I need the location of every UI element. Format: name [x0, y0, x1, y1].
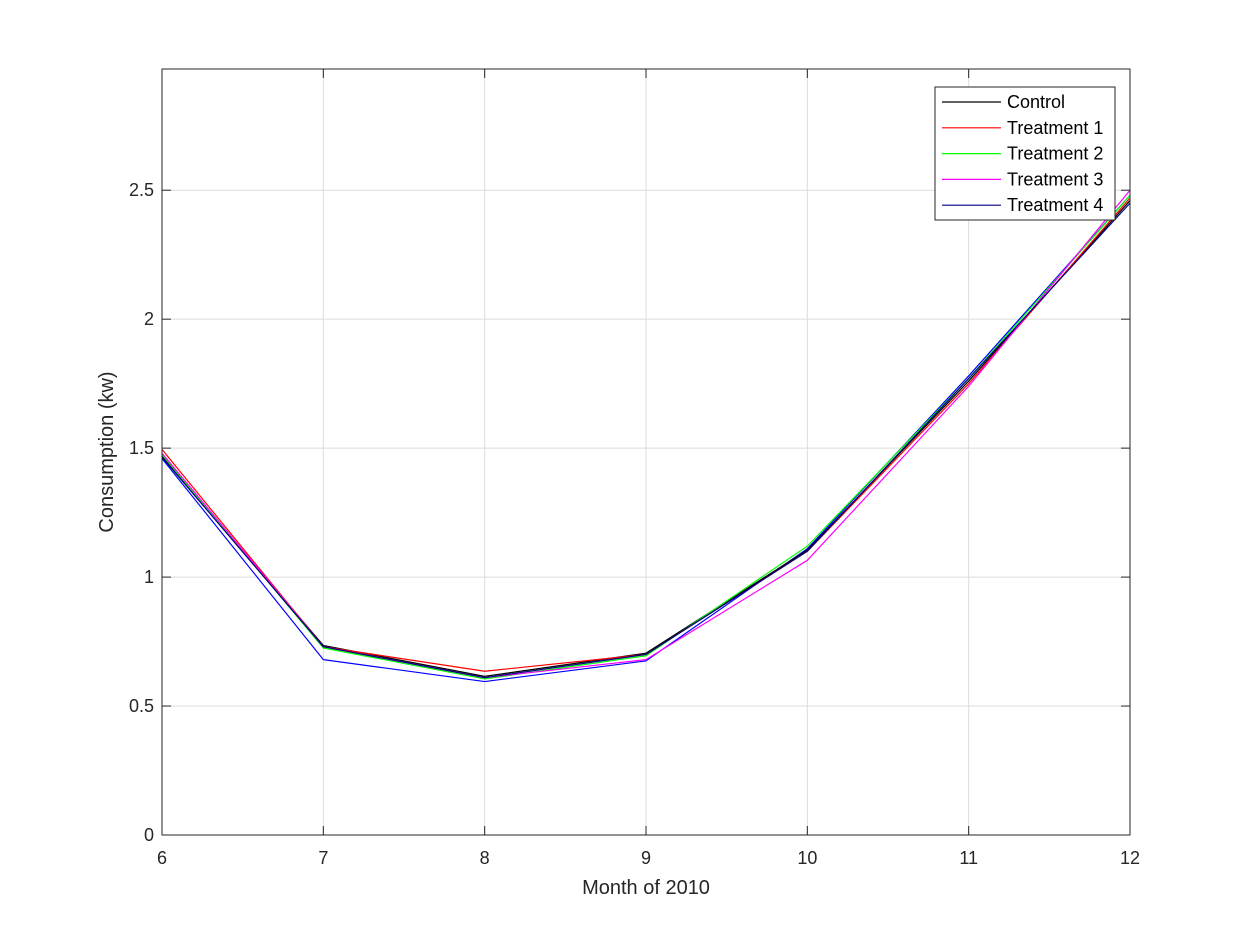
x-tick-label: 10 — [797, 848, 817, 868]
x-tick-label: 11 — [959, 848, 978, 868]
legend-label-treatment-4: Treatment 4 — [1007, 195, 1103, 215]
series-line-treatment-4 — [161, 202, 1131, 679]
x-tick-labels: 6 7 8 9 10 11 12 — [157, 848, 1140, 868]
x-axis-title: Month of 2010 — [582, 877, 710, 899]
legend-label-treatment-3: Treatment 3 — [1007, 169, 1103, 189]
legend-label-treatment-2: Treatment 2 — [1007, 144, 1103, 164]
x-tick-label: 7 — [318, 848, 328, 868]
legend-label-treatment-1: Treatment 1 — [1007, 118, 1103, 138]
series-lines — [161, 189, 1131, 683]
y-axis-title: Consumption (kw) — [96, 371, 118, 532]
y-tick-label: 0 — [144, 825, 154, 845]
y-tick-label: 1.5 — [129, 438, 154, 458]
y-tick-label: 0.5 — [129, 696, 154, 716]
series-line-control — [161, 200, 1131, 677]
y-tick-label: 1 — [144, 567, 154, 587]
series-line-unlabeled — [161, 194, 1131, 683]
y-tick-labels: 0 0.5 1 1.5 2 2.5 — [129, 180, 154, 845]
y-tick-label: 2.5 — [129, 180, 154, 200]
axis-ticks — [161, 69, 1131, 836]
x-tick-label: 12 — [1120, 848, 1140, 868]
legend: Control Treatment 1 Treatment 2 Treatment 3… — [934, 86, 1116, 221]
x-tick-label: 6 — [157, 848, 167, 868]
legend-label-control: Control — [1007, 92, 1065, 112]
y-tick-label: 2 — [144, 309, 154, 329]
x-tick-label: 8 — [480, 848, 490, 868]
x-tick-label: 9 — [641, 848, 651, 868]
